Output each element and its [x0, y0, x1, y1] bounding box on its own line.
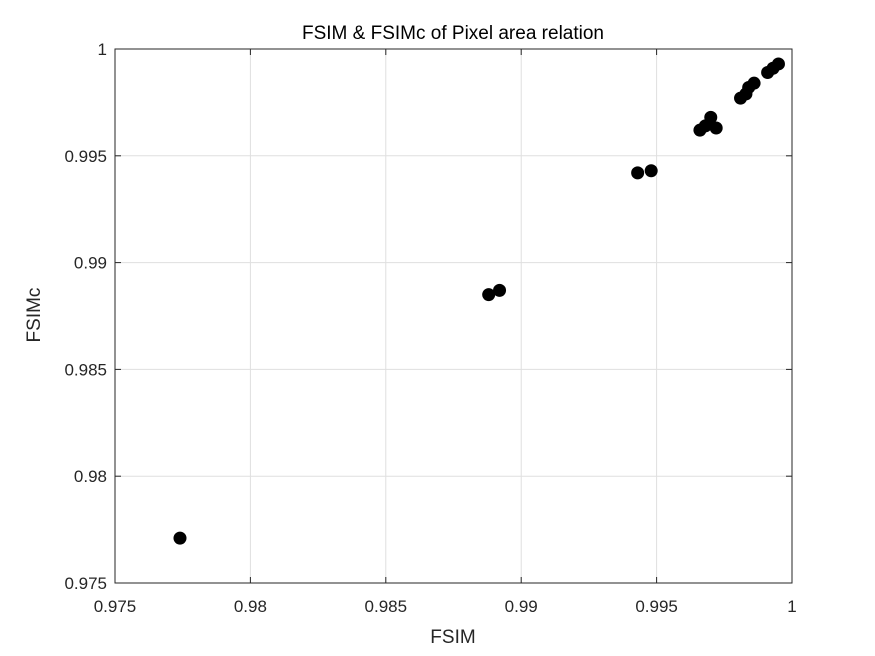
x-tick-label: 0.975 [94, 597, 137, 616]
y-tick-label: 0.985 [64, 360, 107, 379]
y-tick-label: 0.995 [64, 147, 107, 166]
data-point [771, 57, 785, 71]
data-point [704, 110, 718, 124]
data-points [173, 57, 785, 545]
data-point [631, 166, 645, 180]
axes-background [115, 49, 792, 583]
data-point [644, 164, 658, 178]
y-tick-label: 0.98 [74, 467, 107, 486]
chart-title: FSIM & FSIMc of Pixel area relation [302, 23, 604, 44]
axes-frame [114, 48, 793, 584]
data-point [709, 121, 723, 135]
data-point [493, 283, 507, 297]
y-tick-label: 0.99 [74, 254, 107, 273]
x-axis-label: FSIM [430, 627, 475, 648]
y-tick-label: 1 [98, 40, 107, 59]
data-point [173, 531, 187, 545]
x-tick-label: 0.99 [505, 597, 538, 616]
plot-area: 0.975 0.98 0.985 0.99 0.995 1 0.9750.980.9850… [64, 40, 796, 616]
axes-box [114, 48, 793, 584]
y-axis-label: FSIMc [24, 288, 45, 343]
x-tick-label: 0.995 [635, 597, 678, 616]
grid-lines [114, 48, 793, 584]
x-tick-labels: 0.975 0.98 0.985 0.99 0.995 1 [94, 597, 797, 616]
y-tick-labels: 0.975 0.98 0.985 0.99 0.995 1 [64, 40, 107, 593]
x-tick-label: 0.98 [234, 597, 267, 616]
x-tick-label: 0.985 [365, 597, 408, 616]
data-point [747, 76, 761, 90]
x-tick-label: 1 [787, 597, 796, 616]
y-tick-label: 0.975 [64, 574, 107, 593]
data-point [482, 288, 496, 302]
